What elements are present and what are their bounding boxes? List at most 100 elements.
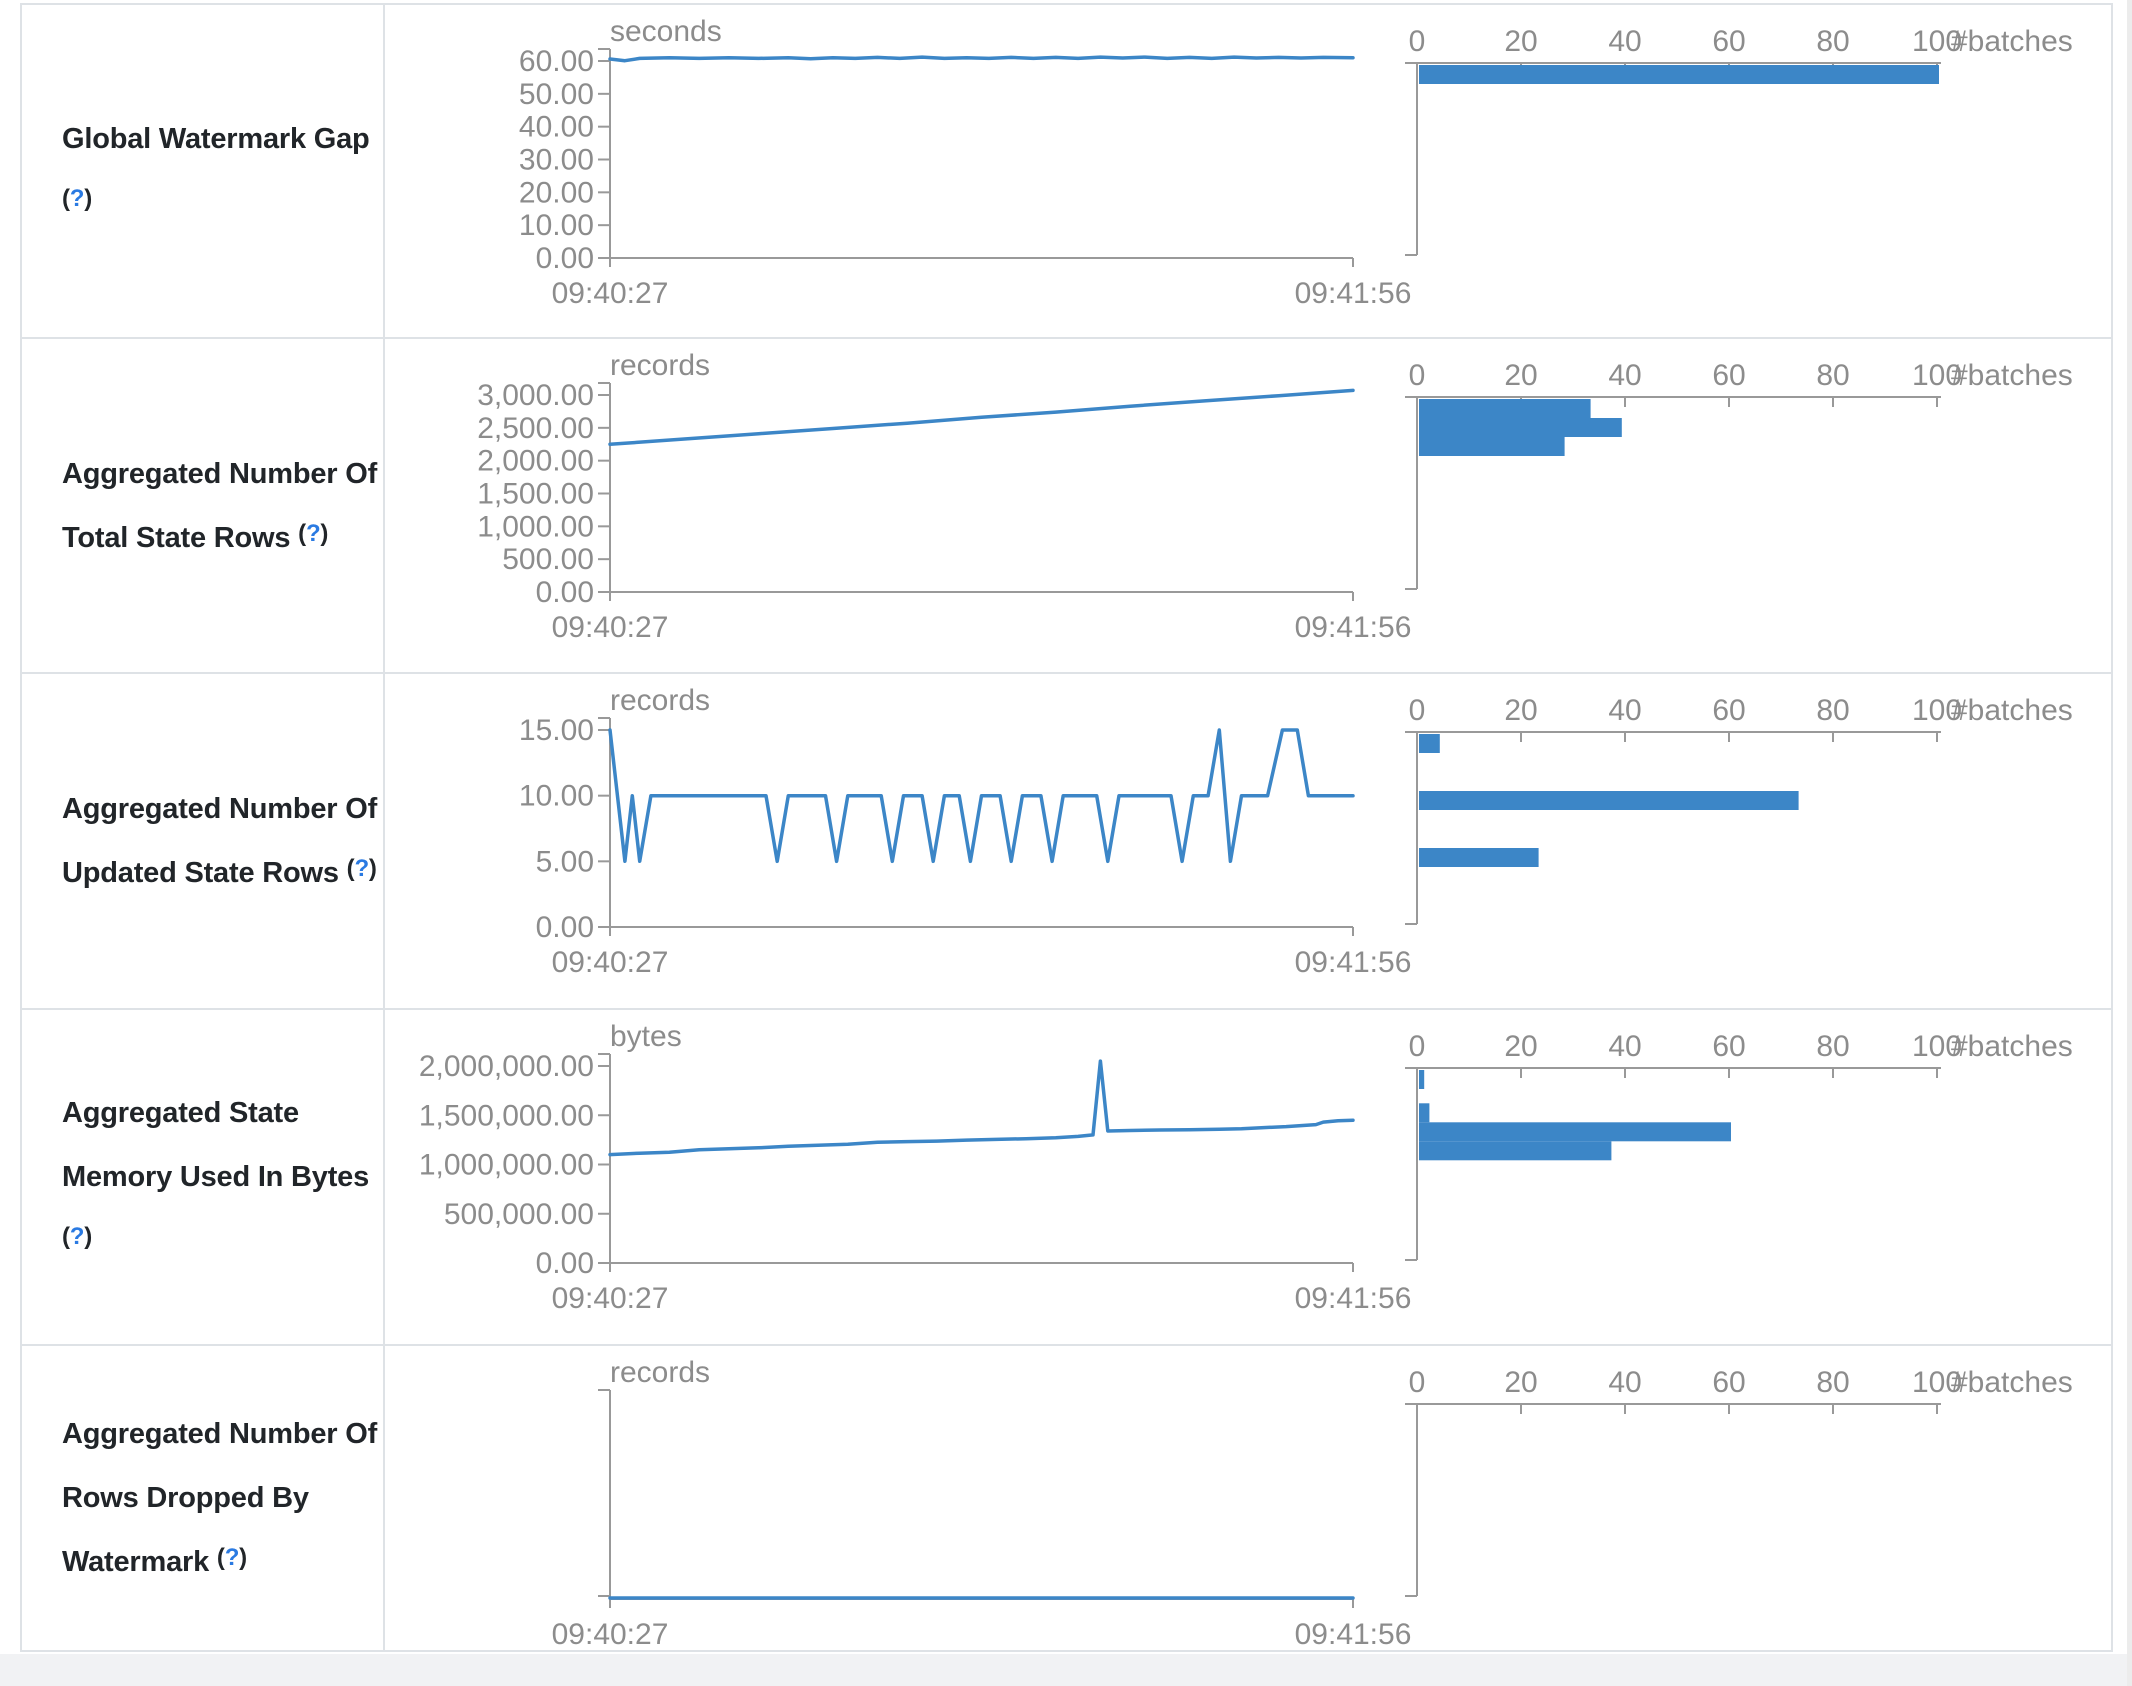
histogram-x-tick-label: 40 bbox=[1608, 1030, 1641, 1063]
histogram-x-tick-label: 80 bbox=[1816, 25, 1849, 58]
metric-label-text: Updated State Rows bbox=[62, 857, 339, 889]
timeline-chart: records 3,000.002,500.002,000.001,500.001… bbox=[477, 349, 1411, 644]
metric-chart-cell: bytes 2,000,000.00 1,500,000.00 1,000,000.0… bbox=[385, 1010, 2111, 1344]
metric-label-text: Global Watermark Gap bbox=[62, 123, 370, 155]
histogram-x-tick-label: 20 bbox=[1504, 1030, 1537, 1063]
metric-label-cell: Aggregated State Memory Used In Bytes (?) bbox=[22, 1010, 385, 1344]
metric-label-text: Aggregated Number Of bbox=[62, 793, 378, 825]
x-axis-start-time: 09:40:27 bbox=[552, 1282, 669, 1315]
x-axis-end-time: 09:41:56 bbox=[1295, 946, 1412, 979]
histogram-bar bbox=[1419, 848, 1539, 867]
histogram-bar bbox=[1419, 1122, 1731, 1142]
x-axis-end-time: 09:41:56 bbox=[1295, 277, 1412, 310]
y-axis-tick-label: 500,000.00 bbox=[444, 1198, 594, 1231]
aggregated-state-memory-used-in-bytes-charts: bytes 2,000,000.00 1,500,000.00 1,000,000.0… bbox=[419, 1020, 2073, 1315]
metric-row-aggregated-number-of-rows-dropped-by-watermark: Aggregated Number Of Rows Dropped By Water… bbox=[22, 1346, 2111, 1651]
histogram-axis-unit-label: #batches bbox=[1951, 694, 2073, 727]
histogram-bar bbox=[1419, 791, 1799, 810]
histogram-x-tick-label: 80 bbox=[1816, 694, 1849, 727]
metric-label-line: Aggregated Number Of bbox=[62, 1402, 377, 1466]
timeline-chart: records 09:40:27 09:41:56 bbox=[552, 1356, 1412, 1651]
histogram-x-tick-label: 80 bbox=[1816, 1366, 1849, 1399]
histogram-x-tick-label: 60 bbox=[1712, 25, 1745, 58]
metric-label-line: Updated State Rows (?) bbox=[62, 841, 377, 905]
histogram-x-tick-label: 40 bbox=[1608, 359, 1641, 392]
histogram-x-tick-label: 100 bbox=[1912, 1366, 1962, 1399]
metric-label-line: Memory Used In Bytes bbox=[62, 1145, 369, 1209]
histogram-x-tick-label: 0 bbox=[1409, 1366, 1426, 1399]
histogram-x-tick-label: 80 bbox=[1816, 1030, 1849, 1063]
histogram-x-tick-label: 0 bbox=[1409, 25, 1426, 58]
metric-label-text: Aggregated Number Of bbox=[62, 1418, 378, 1450]
metric-label-text: Total State Rows bbox=[62, 521, 291, 554]
histogram-bar bbox=[1419, 734, 1440, 753]
histogram-bar bbox=[1419, 65, 1939, 84]
y-axis-tick-label: 30.00 bbox=[519, 144, 594, 177]
y-axis-tick-label: 2,000.00 bbox=[477, 445, 594, 478]
histogram-x-tick-label: 20 bbox=[1504, 25, 1537, 58]
y-axis-tick-label: 500.00 bbox=[502, 543, 594, 576]
metric-chart-cell: records 15.00 10.00 5.00 0.00 09:40:27 09:41:5… bbox=[385, 674, 2111, 1008]
timeline-data-line bbox=[608, 728, 1355, 864]
help-tooltip-link[interactable]: (?) bbox=[346, 855, 377, 882]
histogram-bar bbox=[1419, 437, 1565, 456]
y-axis-tick-label: 5.00 bbox=[536, 845, 594, 878]
timeline-chart: seconds 60.0050.0040.0030.0020.0010.000.0… bbox=[519, 15, 1411, 310]
histogram-x-tick-label: 100 bbox=[1912, 694, 1962, 727]
histogram-bar bbox=[1419, 1103, 1430, 1123]
help-tooltip-link[interactable]: (?) bbox=[62, 185, 93, 212]
histogram-x-tick-label: 100 bbox=[1912, 359, 1962, 392]
metric-label-text: Memory Used In Bytes bbox=[62, 1161, 370, 1193]
timeline-data-line bbox=[608, 388, 1355, 447]
help-tooltip-link[interactable]: (?) bbox=[216, 1544, 247, 1571]
histogram-bar bbox=[1419, 418, 1622, 437]
scrollbar-track[interactable] bbox=[2127, 0, 2132, 1686]
x-axis-end-time: 09:41:56 bbox=[1295, 1282, 1412, 1315]
metric-row-aggregated-state-memory-used-in-bytes: Aggregated State Memory Used In Bytes (?) b… bbox=[22, 1010, 2111, 1346]
histogram-x-tick-label: 20 bbox=[1504, 1366, 1537, 1399]
x-axis-start-time: 09:40:27 bbox=[552, 277, 669, 310]
metric-row-global-watermark-gap: Global Watermark Gap (?) seconds 60.00 50.00… bbox=[22, 5, 2111, 339]
timeline-data-line bbox=[608, 1059, 1355, 1157]
metric-label-cell: Aggregated Number Of Updated State Rows (… bbox=[22, 674, 385, 1008]
histogram-axis-unit-label: #batches bbox=[1951, 359, 2073, 392]
y-axis-tick-label: 0.00 bbox=[536, 911, 594, 944]
histogram-bar bbox=[1419, 1141, 1612, 1161]
histogram-x-tick-label: 20 bbox=[1504, 694, 1537, 727]
metric-row-aggregated-number-of-updated-state-rows: Aggregated Number Of Updated State Rows (… bbox=[22, 674, 2111, 1010]
y-axis-tick-label: 2,000,000.00 bbox=[419, 1050, 594, 1083]
metric-label-line: Aggregated State bbox=[62, 1081, 365, 1145]
help-tooltip-link[interactable]: (?) bbox=[298, 519, 329, 547]
timeline-unit-label: seconds bbox=[610, 15, 722, 48]
histogram-axis-unit-label: #batches bbox=[1951, 1030, 2073, 1063]
timeline-unit-label: records bbox=[610, 1356, 710, 1389]
metric-label-cell: Aggregated Number Of Rows Dropped By Water… bbox=[22, 1346, 385, 1650]
help-tooltip-link[interactable]: (?) bbox=[62, 1223, 93, 1250]
batches-histogram: 0 20 40 60 80 100#batches bbox=[1405, 694, 2073, 925]
metric-label-text: Watermark bbox=[62, 1546, 210, 1578]
metric-chart-cell: records 09:40:27 09:41:56 0 20 40 60 80 100 #batc… bbox=[385, 1346, 2111, 1651]
histogram-x-tick-label: 40 bbox=[1608, 1366, 1641, 1399]
histogram-x-tick-label: 60 bbox=[1712, 1030, 1745, 1063]
metric-label-line: Aggregated Number Of bbox=[62, 442, 377, 506]
metric-label-text: Aggregated Number Of bbox=[62, 457, 378, 490]
batches-histogram: 0 20 40 60 80 100#batches bbox=[1405, 1030, 2073, 1261]
histogram-x-tick-label: 80 bbox=[1816, 359, 1849, 392]
histogram-axis-unit-label: #batches bbox=[1951, 1366, 2073, 1399]
metric-label-line: Total State Rows (?) bbox=[62, 506, 365, 570]
histogram-x-tick-label: 60 bbox=[1712, 694, 1745, 727]
y-axis-tick-label: 1,500,000.00 bbox=[419, 1099, 594, 1132]
timeline-data-line bbox=[608, 55, 1355, 63]
histogram-x-tick-label: 40 bbox=[1608, 25, 1641, 58]
histogram-bar bbox=[1419, 399, 1591, 418]
metric-label-text: Aggregated State bbox=[62, 1097, 299, 1129]
metric-label-cell: Aggregated Number Of Total State Rows (?) bbox=[22, 339, 385, 672]
metric-label-line: Rows Dropped By bbox=[62, 1466, 365, 1530]
y-axis-tick-label: 2,500.00 bbox=[477, 412, 594, 445]
y-axis-tick-label: 20.00 bbox=[519, 176, 594, 209]
histogram-x-tick-label: 40 bbox=[1608, 694, 1641, 727]
y-axis-tick-label: 50.00 bbox=[519, 78, 594, 111]
page-background-strip bbox=[0, 1654, 2132, 1686]
x-axis-start-time: 09:40:27 bbox=[552, 611, 669, 644]
